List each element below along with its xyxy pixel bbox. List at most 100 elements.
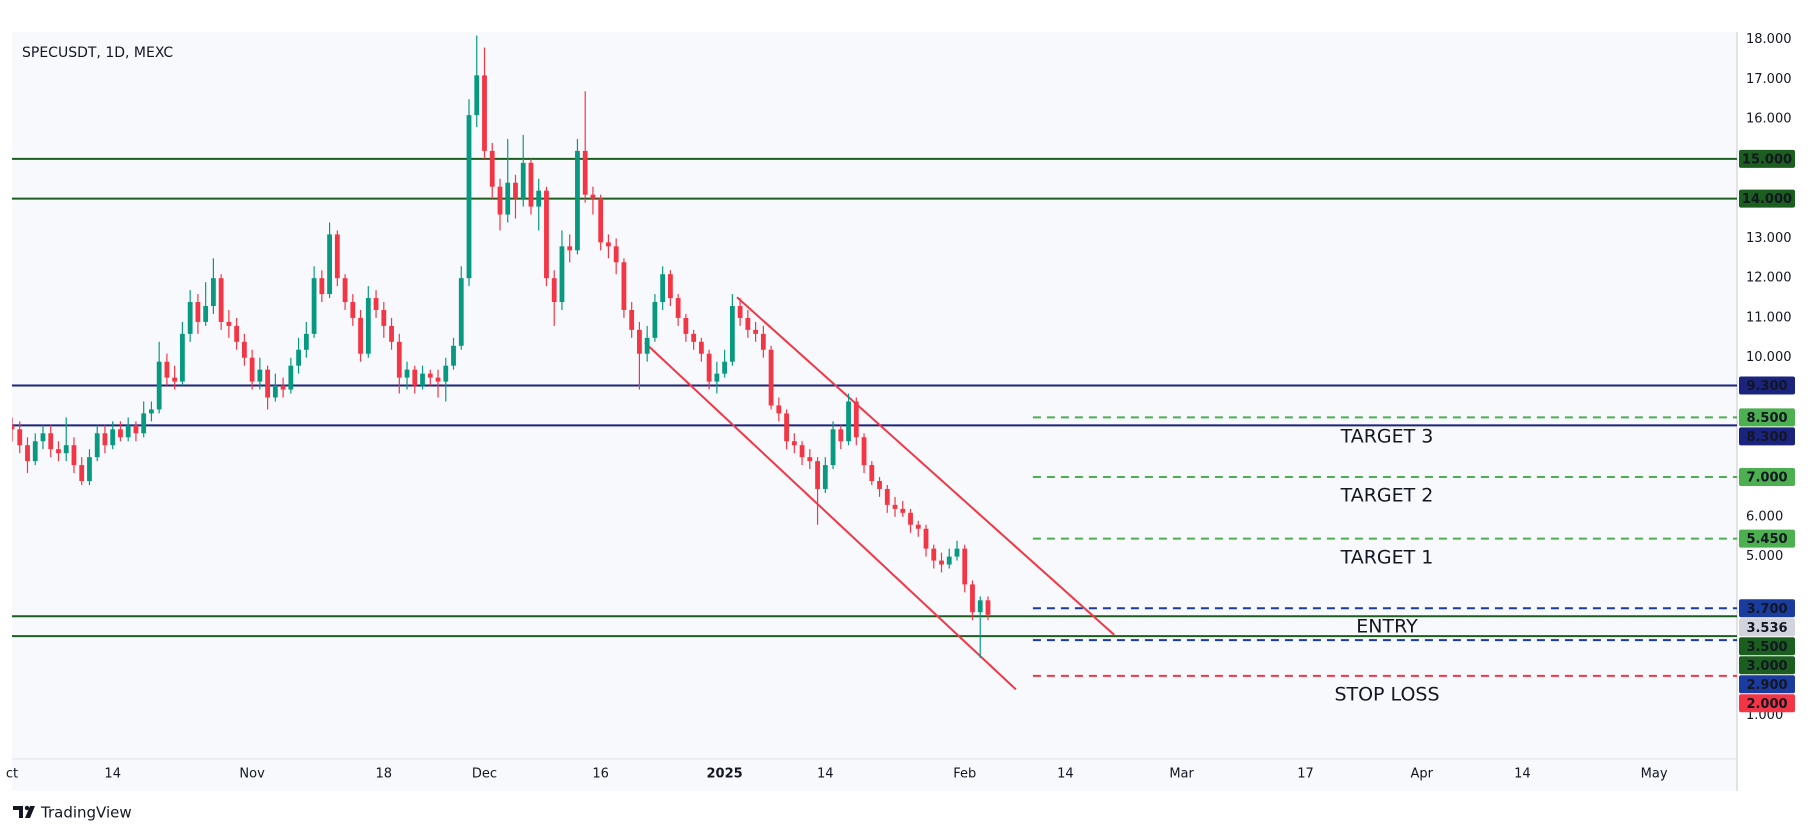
- candle: [691, 329, 697, 350]
- candle: [25, 437, 30, 474]
- candle-body: [900, 508, 906, 513]
- candle: [575, 138, 580, 255]
- candle-body: [79, 465, 85, 482]
- candle-body: [931, 548, 937, 561]
- candle: [559, 230, 565, 310]
- candle-body: [125, 425, 131, 438]
- logo-mark: [13, 806, 23, 818]
- x-tick-label: Dec: [472, 767, 497, 782]
- price-box-label: 3.700: [1746, 602, 1787, 617]
- candle-body: [497, 186, 503, 215]
- candle-body: [149, 409, 154, 414]
- candle: [48, 425, 54, 458]
- candle: [729, 294, 735, 366]
- price-box: [1739, 599, 1795, 618]
- candle: [420, 365, 425, 390]
- candle-body: [451, 345, 456, 366]
- candle: [365, 286, 371, 358]
- plot-background: [12, 32, 1737, 791]
- candle: [272, 373, 278, 402]
- candle-body: [869, 465, 875, 482]
- candle-body: [489, 150, 495, 187]
- candle: [141, 401, 147, 438]
- x-tick-label: 14: [817, 767, 834, 782]
- y-tick-label: 17.000: [1746, 72, 1792, 87]
- logo-dot: [24, 805, 30, 811]
- price-box-label: 14.000: [1742, 192, 1792, 207]
- candle-body: [172, 377, 178, 382]
- candle: [675, 294, 681, 326]
- candle-body: [342, 278, 348, 303]
- candle: [652, 294, 658, 342]
- candle-body: [226, 321, 232, 326]
- candle-body: [714, 373, 720, 382]
- candle: [861, 433, 867, 474]
- y-tick-label: 13.000: [1746, 231, 1792, 246]
- candle-body: [458, 278, 464, 346]
- candle: [822, 457, 828, 493]
- candle: [489, 142, 495, 199]
- x-tick-label: 16: [592, 767, 609, 782]
- candle-body: [466, 115, 472, 279]
- candle-body: [420, 373, 425, 386]
- candle: [776, 397, 782, 422]
- candle-body: [559, 246, 565, 303]
- candle: [520, 135, 526, 207]
- candle: [528, 158, 534, 215]
- annotation: TARGET 1: [1340, 547, 1434, 569]
- candle-body: [985, 600, 991, 615]
- candle-body: [280, 385, 286, 390]
- price-box: [1739, 618, 1795, 637]
- price-box-label: 8.300: [1746, 430, 1787, 445]
- candle-body: [187, 302, 193, 334]
- candle-body: [334, 234, 340, 279]
- candle: [931, 544, 937, 569]
- candle-body: [791, 441, 797, 446]
- candle: [187, 290, 193, 342]
- candle: [923, 524, 929, 557]
- candle-body: [94, 433, 100, 458]
- candle-body: [40, 433, 46, 442]
- candle-body: [327, 234, 332, 295]
- candle-body: [373, 298, 379, 310]
- candle: [908, 508, 913, 533]
- candle-body: [760, 333, 766, 350]
- price-box-label: 9.300: [1746, 379, 1787, 394]
- candle-body: [799, 445, 805, 458]
- candle: [536, 178, 542, 231]
- price-box-label: 3.536: [1746, 621, 1787, 636]
- candle-body: [528, 162, 534, 207]
- candle-body: [365, 298, 371, 354]
- chart-title: SPECUSDT, 1D, MEXC: [22, 45, 173, 61]
- candle: [249, 349, 255, 390]
- price-box-label: 15.000: [1742, 152, 1792, 167]
- candle: [706, 349, 712, 390]
- trendline: [644, 341, 1017, 691]
- x-tick-label: Mar: [1169, 767, 1194, 782]
- candle-body: [745, 317, 751, 330]
- candle-body: [102, 433, 108, 446]
- candle: [226, 309, 232, 338]
- candle: [17, 421, 23, 454]
- candle-body: [962, 548, 968, 585]
- candle: [660, 266, 666, 310]
- candle-body: [443, 365, 449, 382]
- candle-body: [846, 401, 851, 442]
- x-tick-label: 14: [1514, 767, 1531, 782]
- candle-body: [17, 429, 23, 446]
- candle: [288, 357, 294, 394]
- candle-body: [675, 298, 681, 318]
- candle-body: [908, 512, 913, 525]
- candle: [582, 91, 588, 203]
- candle: [234, 317, 240, 350]
- candle-body: [396, 341, 402, 378]
- price-box: [1739, 675, 1795, 694]
- candle: [381, 302, 387, 338]
- candle: [87, 449, 92, 485]
- candle: [753, 321, 759, 342]
- candle-body: [884, 488, 890, 505]
- candle: [613, 238, 619, 275]
- candle-body: [482, 75, 487, 151]
- candle: [590, 186, 596, 215]
- candle-body: [48, 433, 54, 450]
